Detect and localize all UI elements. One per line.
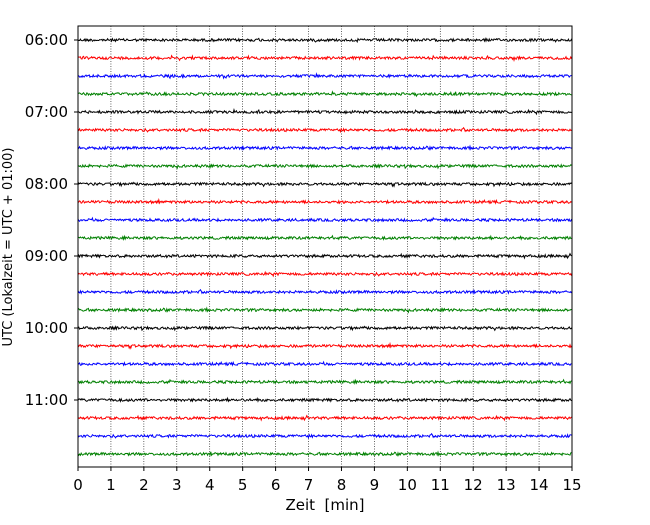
y-tick-label: 11:00 <box>25 391 68 409</box>
x-tick-label: 1 <box>106 476 116 494</box>
x-tick-label: 12 <box>464 476 483 494</box>
x-tick-label: 11 <box>431 476 450 494</box>
x-tick-label: 5 <box>238 476 248 494</box>
x-tick-label: 7 <box>304 476 314 494</box>
y-axis-ticks: 06:00 07:00 08:00 09:00 10:00 11:00 <box>25 31 78 409</box>
x-tick-label: 10 <box>398 476 417 494</box>
x-tick-label: 13 <box>497 476 516 494</box>
x-tick-label: 8 <box>337 476 347 494</box>
x-tick-label: 6 <box>271 476 281 494</box>
x-tick-label: 15 <box>562 476 581 494</box>
y-tick-label: 07:00 <box>25 103 68 121</box>
x-tick-label: 2 <box>139 476 149 494</box>
plot-background <box>78 26 572 467</box>
y-axis-label: UTC (Lokalzeit = UTC + 01:00) <box>1 148 16 347</box>
x-tick-label: 0 <box>73 476 83 494</box>
y-tick-label: 08:00 <box>25 175 68 193</box>
x-tick-label: 3 <box>172 476 182 494</box>
x-tick-label: 9 <box>370 476 380 494</box>
y-tick-label: 06:00 <box>25 31 68 49</box>
x-tick-label: 4 <box>205 476 215 494</box>
y-tick-label: 10:00 <box>25 319 68 337</box>
y-tick-label: 09:00 <box>25 247 68 265</box>
x-tick-label: 14 <box>530 476 549 494</box>
x-axis-label: Zeit [min] <box>285 496 364 514</box>
x-axis-ticks: 0 1 2 3 4 5 6 7 8 9 10 11 12 13 14 15 <box>73 467 581 494</box>
